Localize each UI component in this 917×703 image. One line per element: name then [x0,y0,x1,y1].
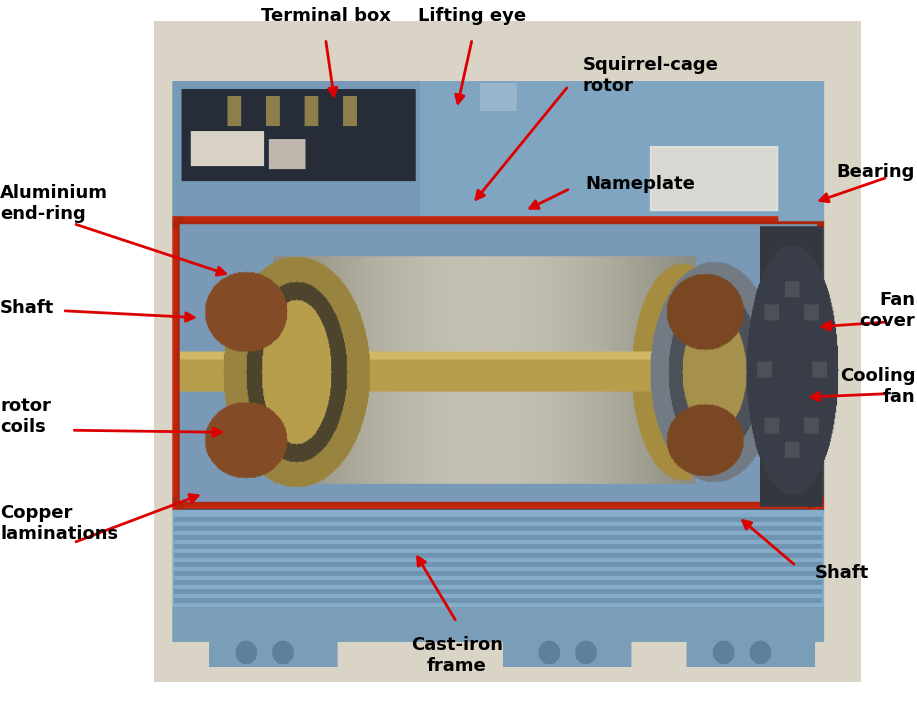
Text: Fan
cover: Fan cover [859,291,915,330]
Text: Cast-iron
frame: Cast-iron frame [411,636,503,675]
Text: Cooling
fan: Cooling fan [840,367,915,406]
Text: Aluminium
end-ring: Aluminium end-ring [0,184,108,224]
Text: Nameplate: Nameplate [585,175,695,193]
Text: Copper
laminations: Copper laminations [0,504,118,543]
Text: Shaft: Shaft [814,564,868,582]
Text: Shaft: Shaft [0,299,54,317]
Text: rotor
coils: rotor coils [0,396,50,436]
Text: Bearing: Bearing [837,163,915,181]
Text: Squirrel-cage
rotor: Squirrel-cage rotor [582,56,718,95]
Text: Terminal box: Terminal box [260,6,391,25]
Text: Lifting eye: Lifting eye [418,6,526,25]
